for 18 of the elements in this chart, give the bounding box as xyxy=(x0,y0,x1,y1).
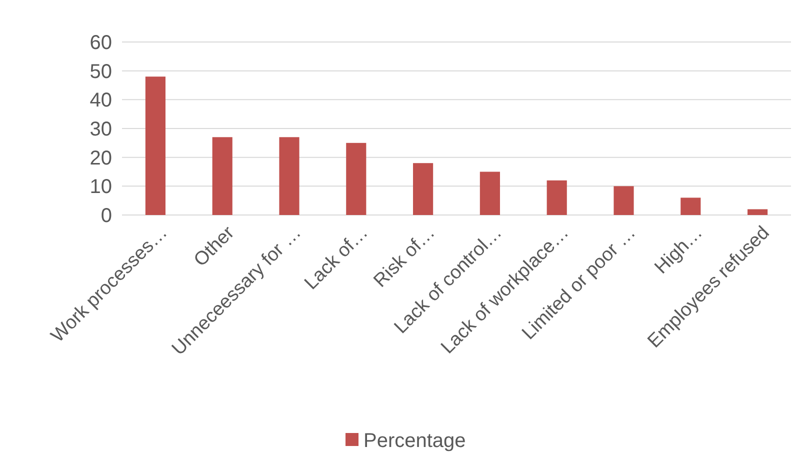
y-tick-label: 50 xyxy=(90,60,112,83)
bar xyxy=(748,209,768,215)
bar xyxy=(145,76,166,215)
legend-label: Percentage xyxy=(364,430,466,452)
y-tick-label: 20 xyxy=(90,147,112,170)
bar xyxy=(413,163,434,215)
bar xyxy=(546,180,567,215)
bar xyxy=(614,186,634,215)
y-tick-label: 60 xyxy=(90,32,112,54)
bar xyxy=(680,198,701,215)
y-tick-label: 30 xyxy=(90,118,112,140)
y-tick-label: 40 xyxy=(90,90,112,112)
bar xyxy=(212,137,232,215)
y-tick-label: 10 xyxy=(90,176,112,198)
bar xyxy=(480,172,500,215)
bar xyxy=(346,142,366,215)
bar xyxy=(279,137,300,215)
y-tick-label: 0 xyxy=(100,205,112,227)
